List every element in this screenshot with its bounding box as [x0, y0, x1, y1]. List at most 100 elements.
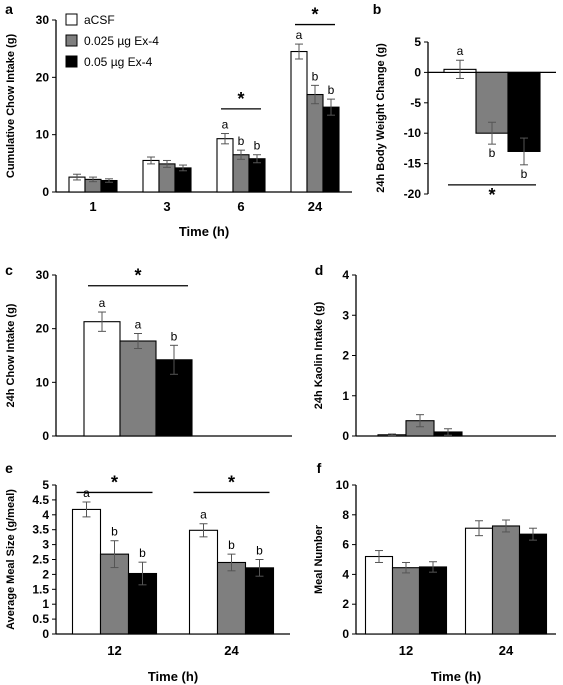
bar-f-0-0 — [364, 555, 394, 635]
bar-f-2-1 — [518, 533, 548, 635]
legend-swatch — [65, 13, 78, 26]
y-tick-label: 1.5 — [32, 582, 49, 596]
y-tick-label: 0 — [42, 627, 49, 641]
y-tick-label: -5 — [410, 96, 421, 110]
bar-e-0-1 — [188, 529, 219, 635]
significance-letter: b — [312, 69, 319, 83]
y-tick-label: 10 — [36, 375, 50, 389]
x-axis-label: Time (h) — [431, 669, 481, 684]
y-axis-label: 24h Chow Intake (g) — [5, 303, 17, 407]
significance-star: * — [311, 5, 318, 25]
x-axis-label: Time (h) — [148, 669, 198, 684]
panel-letter-b: b — [373, 1, 382, 17]
y-tick-label: 0 — [42, 429, 49, 443]
bar-e-0-0 — [71, 508, 102, 635]
x-axis-label: Time (h) — [179, 224, 229, 239]
y-tick-label: -15 — [404, 157, 422, 171]
y-tick-label: 0 — [414, 65, 421, 79]
x-tick-label: 24 — [224, 643, 239, 658]
y-tick-label: 3 — [342, 308, 349, 322]
significance-letter: b — [256, 544, 263, 558]
significance-letter: b — [171, 329, 178, 343]
x-tick-label: 1 — [89, 199, 96, 214]
y-tick-label: 30 — [36, 268, 50, 282]
bar-a-1-1 — [158, 163, 176, 193]
legend-swatch — [65, 55, 78, 68]
y-tick-label: 2 — [342, 597, 349, 611]
y-tick-label: 5 — [42, 478, 49, 492]
significance-letter: a — [296, 28, 303, 42]
y-tick-label: 0 — [342, 429, 349, 443]
y-tick-label: 1 — [342, 389, 349, 403]
significance-star: * — [134, 266, 141, 286]
significance-letter: a — [457, 44, 464, 58]
legend-label: aCSF — [84, 13, 115, 27]
bar-a-0-2 — [216, 138, 234, 193]
legend-label: 0.025 µg Ex-4 — [84, 34, 159, 48]
y-tick-label: -10 — [404, 126, 422, 140]
bar-a-0-3 — [290, 50, 308, 193]
y-tick-label: 1 — [42, 597, 49, 611]
x-tick-label: 6 — [237, 199, 244, 214]
panel-letter-f: f — [317, 460, 322, 476]
y-tick-label: 0 — [342, 627, 349, 641]
significance-letter: b — [254, 139, 261, 153]
bar-a-1-3 — [306, 93, 324, 193]
y-tick-label: 3 — [42, 538, 49, 552]
bar-f-0-1 — [464, 527, 494, 635]
significance-letter: b — [111, 525, 118, 539]
y-tick-label: 10 — [336, 478, 350, 492]
x-tick-label: 24 — [499, 643, 514, 658]
y-tick-label: 4.5 — [32, 493, 49, 507]
y-tick-label: 5 — [414, 35, 421, 49]
bar-a-2-2 — [248, 158, 266, 193]
significance-star: * — [237, 89, 244, 109]
bar-a-2-3 — [322, 106, 340, 193]
y-tick-label: 4 — [342, 567, 349, 581]
y-tick-label: 0.5 — [32, 612, 49, 626]
bar-e-2-0 — [127, 572, 158, 635]
y-tick-label: 8 — [342, 508, 349, 522]
significance-letter: b — [328, 83, 335, 97]
bar-c-1-0 — [119, 340, 157, 437]
y-tick-label: 3.5 — [32, 523, 49, 537]
y-axis-label: 24h Body Weight Change (g) — [375, 43, 387, 193]
y-tick-label: 30 — [36, 13, 50, 27]
panel-letter-c: c — [5, 262, 13, 278]
significance-letter: b — [521, 167, 528, 181]
y-tick-label: 10 — [36, 128, 50, 142]
bar-a-1-2 — [232, 154, 250, 193]
y-axis-label: Meal Number — [313, 524, 325, 594]
bar-f-1-1 — [491, 525, 521, 635]
x-tick-label: 24 — [308, 199, 323, 214]
bar-f-2-0 — [418, 566, 448, 635]
y-tick-label: 2 — [42, 567, 49, 581]
legend-label: 0.05 µg Ex-4 — [84, 55, 153, 69]
significance-star: * — [488, 185, 495, 205]
significance-star: * — [228, 472, 235, 492]
panel-letter-d: d — [315, 262, 324, 278]
bar-e-1-1 — [216, 561, 247, 635]
y-tick-label: 6 — [342, 538, 349, 552]
significance-star: * — [111, 472, 118, 492]
significance-letter: a — [99, 296, 106, 310]
y-tick-label: 20 — [36, 70, 50, 84]
panel-letter-e: e — [5, 460, 13, 476]
x-tick-label: 3 — [163, 199, 170, 214]
significance-letter: b — [139, 546, 146, 560]
y-tick-label: 2 — [342, 349, 349, 363]
significance-letter: a — [200, 508, 207, 522]
y-tick-label: 4 — [42, 508, 49, 522]
x-tick-label: 12 — [399, 643, 413, 658]
bar-e-2-1 — [244, 567, 275, 635]
significance-letter: b — [238, 134, 245, 148]
y-tick-label: 4 — [342, 268, 349, 282]
bar-f-1-0 — [391, 567, 421, 635]
significance-letter: a — [135, 317, 142, 331]
bar-a-0-1 — [142, 159, 160, 193]
y-axis-label: Cumulative Chow Intake (g) — [5, 34, 17, 179]
significance-letter: b — [228, 538, 235, 552]
panel-letter-a: a — [5, 1, 13, 17]
y-tick-label: 2.5 — [32, 553, 49, 567]
